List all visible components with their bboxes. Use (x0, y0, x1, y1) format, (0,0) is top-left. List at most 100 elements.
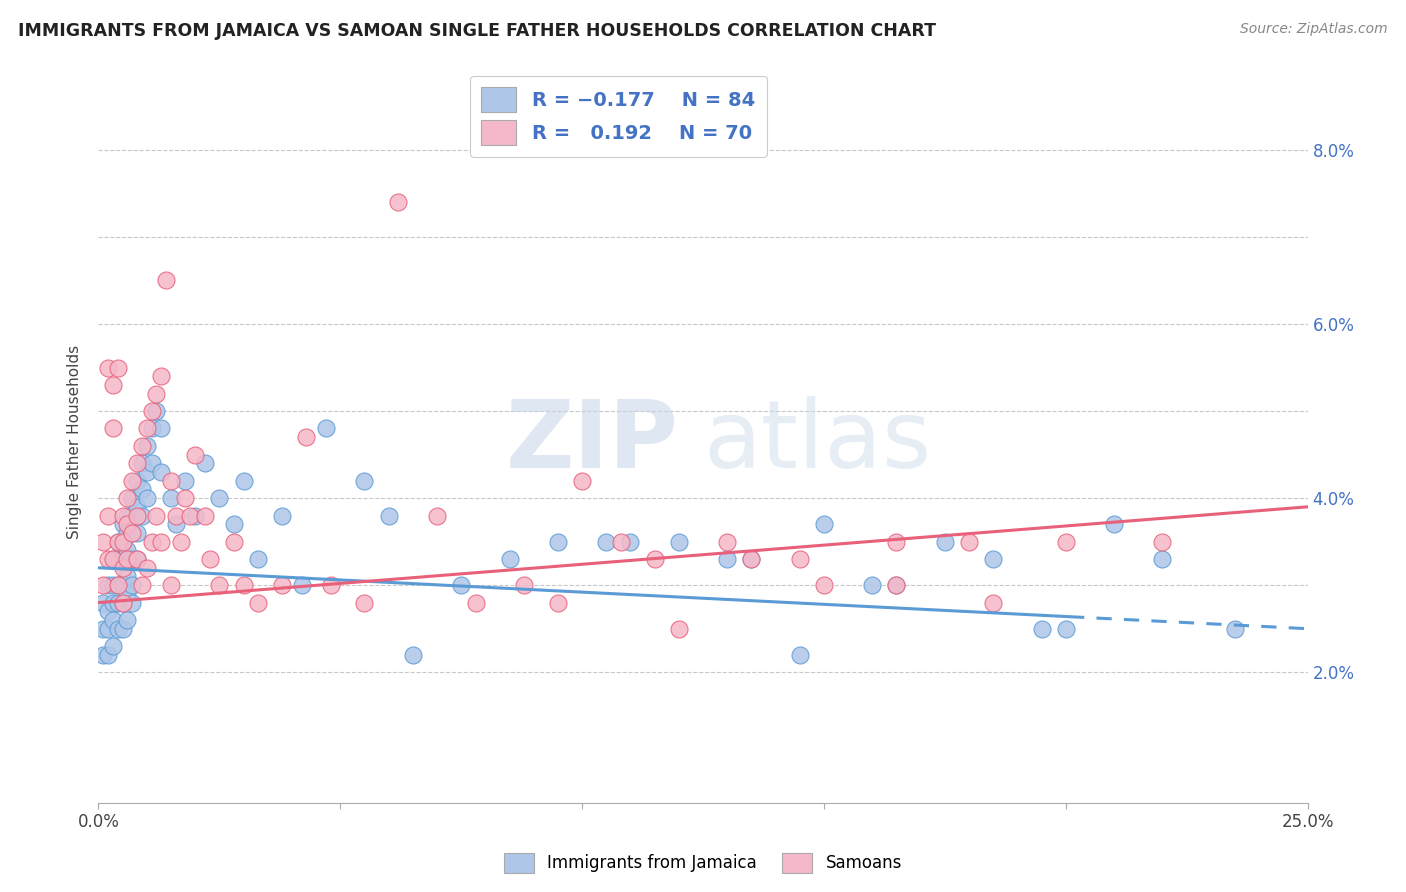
Point (402, 648, 425, 662)
Point (813, 517, 835, 532)
Point (117, 543, 139, 558)
Point (117, 525, 139, 540)
Point (1054, 534, 1077, 549)
Point (668, 622, 690, 636)
Point (387, 195, 409, 210)
Point (117, 517, 139, 532)
Point (1031, 622, 1053, 636)
Point (97, 622, 120, 636)
Point (740, 552, 762, 566)
Point (290, 578, 312, 592)
Point (981, 596, 1004, 610)
Point (194, 508, 217, 523)
Point (111, 622, 134, 636)
Point (1102, 517, 1125, 532)
Point (117, 569, 139, 583)
Point (247, 596, 270, 610)
Point (668, 534, 690, 549)
Point (513, 578, 536, 592)
Point (111, 596, 134, 610)
Point (571, 474, 593, 488)
Point (135, 491, 157, 505)
Point (981, 552, 1004, 566)
Point (232, 474, 254, 488)
Point (174, 474, 197, 488)
Point (97, 508, 120, 523)
Point (127, 456, 149, 470)
Point (957, 534, 980, 549)
Point (145, 386, 167, 401)
Point (145, 508, 167, 523)
Point (619, 534, 641, 549)
Point (121, 578, 143, 592)
Point (208, 491, 231, 505)
Point (127, 552, 149, 566)
Point (150, 534, 173, 549)
Point (644, 552, 666, 566)
Text: ZIP: ZIP (506, 395, 679, 488)
Point (107, 534, 129, 549)
Point (160, 578, 183, 592)
Point (117, 508, 139, 523)
Point (111, 517, 134, 532)
Point (101, 552, 124, 566)
Point (271, 508, 294, 523)
Point (121, 525, 143, 540)
Point (111, 561, 134, 575)
Point (111, 508, 134, 523)
Point (716, 534, 738, 549)
Point (198, 552, 221, 566)
Text: atlas: atlas (703, 395, 931, 488)
Point (111, 552, 134, 566)
Point (121, 491, 143, 505)
Point (131, 483, 153, 497)
Point (107, 360, 129, 375)
Point (131, 439, 153, 453)
Point (121, 474, 143, 488)
Point (222, 534, 245, 549)
Point (141, 534, 163, 549)
Point (165, 517, 187, 532)
Point (131, 508, 153, 523)
Point (860, 578, 883, 592)
Point (934, 534, 956, 549)
Point (111, 578, 134, 592)
Point (610, 534, 633, 549)
Text: Source: ZipAtlas.com: Source: ZipAtlas.com (1240, 22, 1388, 37)
Point (141, 456, 163, 470)
Point (97, 604, 120, 618)
Point (141, 421, 163, 435)
Point (886, 578, 908, 592)
Point (101, 552, 124, 566)
Point (184, 448, 207, 462)
Point (450, 578, 472, 592)
Point (184, 508, 207, 523)
Point (127, 508, 149, 523)
Point (127, 500, 149, 514)
Point (160, 474, 183, 488)
Point (740, 552, 762, 566)
Point (107, 596, 129, 610)
Point (111, 534, 134, 549)
Point (222, 517, 245, 532)
Point (426, 508, 449, 523)
Point (232, 578, 254, 592)
Point (91, 622, 114, 636)
Point (91, 534, 114, 549)
Point (101, 378, 124, 392)
Point (131, 578, 153, 592)
Point (174, 491, 197, 505)
Point (127, 525, 149, 540)
Point (107, 622, 129, 636)
Point (135, 561, 157, 575)
Point (117, 587, 139, 601)
Point (498, 552, 520, 566)
Point (353, 474, 375, 488)
Legend: R = −0.177    N = 84, R =   0.192    N = 70: R = −0.177 N = 84, R = 0.192 N = 70 (470, 76, 766, 157)
Point (91, 648, 114, 662)
Point (135, 421, 157, 435)
Point (121, 596, 143, 610)
Point (179, 508, 201, 523)
Point (135, 465, 157, 479)
Point (886, 534, 908, 549)
